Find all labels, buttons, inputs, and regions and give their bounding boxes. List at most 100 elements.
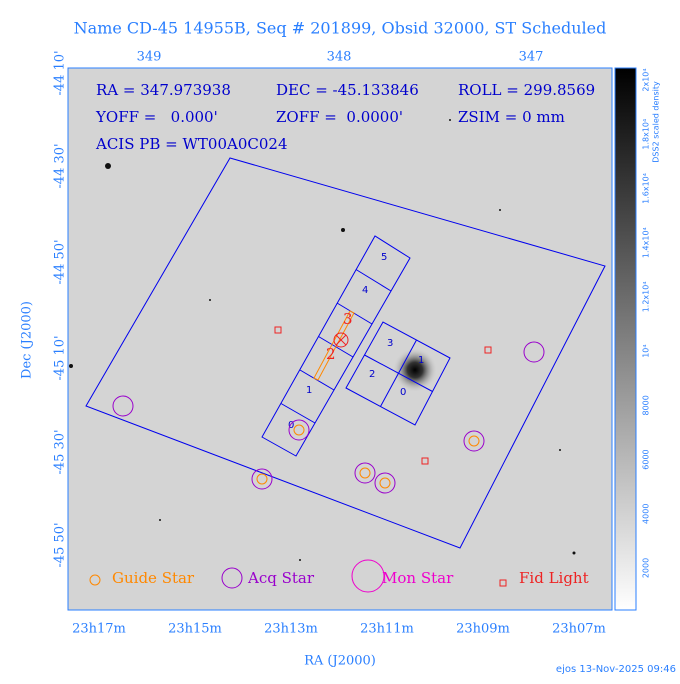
- tick-label: -45 10': [53, 335, 68, 380]
- guide-star: [256, 473, 268, 485]
- tick-label: 23h15m: [168, 622, 222, 637]
- marker-label: 3: [343, 310, 353, 328]
- aimpoint: [333, 332, 349, 348]
- chip-label: 0: [288, 420, 294, 431]
- acq-star: [463, 430, 485, 452]
- legend-label: Guide Star: [112, 569, 195, 587]
- chip-label: 2: [369, 369, 375, 380]
- i-array: [345, 321, 451, 426]
- aimpoint-circle: [333, 332, 349, 348]
- star: [209, 299, 211, 301]
- legend-label: Fid Light: [519, 569, 589, 587]
- axis-label: Dec (J2000): [20, 301, 35, 379]
- chip-label: 1: [306, 385, 312, 396]
- tick-label: 23h09m: [456, 622, 510, 637]
- title: Name CD-45 14955B, Seq # 201899, Obsid 3…: [74, 19, 607, 38]
- left-axis: -44 10' -44 30' -44 50' -45 10' -45 30' …: [20, 50, 68, 567]
- star: [159, 519, 161, 521]
- legend: Guide Star Acq Star Mon Star Fid Light: [89, 559, 589, 593]
- axis-label: RA (J2000): [304, 654, 376, 669]
- info-text: RA = 347.973938: [96, 81, 231, 99]
- chip-edge: [380, 339, 417, 407]
- legend-label: Acq Star: [247, 569, 315, 587]
- legend-label: Mon Star: [382, 569, 454, 587]
- colorbar-tick-label: 1.8x10⁴: [642, 119, 651, 150]
- aimpoint-cross: [335, 334, 347, 346]
- colorbar-tick-label: 6000: [642, 449, 651, 469]
- chip-label: 0: [400, 387, 406, 398]
- acq-star: [374, 472, 396, 494]
- star: [105, 163, 111, 169]
- colorbar-tick-label: 2000: [642, 558, 651, 578]
- colorbar: [614, 67, 637, 611]
- chip-label: 5: [381, 252, 387, 263]
- acq-star: [288, 419, 310, 441]
- tick-label: 23h11m: [360, 622, 414, 637]
- field-of-view: [85, 157, 606, 549]
- tick-label: 347: [519, 50, 544, 65]
- acq-star: [523, 341, 545, 363]
- fid-light: [274, 326, 282, 334]
- info-text: YOFF = 0.000': [95, 108, 218, 126]
- star: [559, 449, 561, 451]
- guide-star: [379, 477, 391, 489]
- tick-label: 349: [137, 50, 162, 65]
- star: [341, 228, 345, 232]
- info-text: ZSIM = 0 mm: [458, 108, 565, 126]
- guide-star: [359, 467, 371, 479]
- star: [299, 559, 301, 561]
- info-text: ZOFF = 0.0000': [276, 108, 403, 126]
- chip-label: 3: [387, 338, 393, 349]
- colorbar-tick-label: 1.6x10⁴: [642, 173, 651, 204]
- fid-lights: [274, 326, 492, 465]
- info-text: ROLL = 299.8569: [458, 81, 595, 99]
- star: [499, 209, 501, 211]
- colorbar-tick-label: 4000: [642, 504, 651, 524]
- legend-symbol: [351, 559, 385, 593]
- chip-label: 4: [362, 285, 368, 296]
- tick-label: -44 50': [53, 239, 68, 284]
- tick-label: -45 50': [53, 522, 68, 567]
- tick-label: 23h13m: [264, 622, 318, 637]
- tick-label: -45 30': [53, 429, 68, 474]
- tick-label: -44 10': [53, 50, 68, 95]
- galaxy: [393, 348, 437, 392]
- chip-edge: [280, 403, 316, 424]
- info-text: ACIS PB = WT00A0C024: [95, 135, 288, 153]
- star: [69, 364, 73, 368]
- tick-label: 348: [327, 50, 352, 65]
- legend-symbol: [221, 567, 243, 589]
- bottom-axis: 23h17m 23h15m 23h13m 23h11m 23h09m 23h07…: [72, 622, 606, 669]
- footer: ejos 13-Nov-2025 09:46: [556, 664, 676, 675]
- acq-star: [112, 395, 134, 417]
- guide-star: [293, 424, 305, 436]
- guide-stars: [256, 424, 480, 489]
- acq-star: [251, 468, 273, 490]
- star: [449, 119, 451, 121]
- top-axis: 349 348 347: [137, 50, 544, 65]
- colorbar-tick-label: 10⁴: [642, 344, 651, 357]
- stars: [69, 119, 576, 561]
- colorbar-ticks: 2000 4000 6000 8000 10⁴ 1.2x10⁴ 1.4x10⁴ 1.6x10⁴…: [642, 68, 651, 578]
- tick-label: 23h07m: [552, 622, 606, 637]
- guide-star: [468, 435, 480, 447]
- tick-label: -44 30': [53, 143, 68, 188]
- acq-stars: [112, 341, 545, 494]
- colorbar-tick-label: 8000: [642, 395, 651, 415]
- marker-label: 2: [326, 345, 336, 363]
- chip-edge: [355, 269, 392, 292]
- fid-light: [421, 457, 429, 465]
- info-text: DEC = -45.133846: [276, 81, 419, 99]
- chip-edge: [336, 302, 373, 325]
- acq-star: [354, 462, 376, 484]
- colorbar-tick-label: 1.2x10⁴: [642, 281, 651, 312]
- legend-symbol: [499, 579, 507, 587]
- colorbar-label: DSS2 scaled density: [652, 81, 661, 163]
- legend-symbol: [89, 574, 101, 586]
- fid-light: [484, 346, 492, 354]
- colorbar-tick-label: 1.4x10⁴: [642, 227, 651, 258]
- colorbar-tick-label: 2x10⁴: [642, 68, 651, 91]
- star: [572, 551, 576, 555]
- tick-label: 23h17m: [72, 622, 126, 637]
